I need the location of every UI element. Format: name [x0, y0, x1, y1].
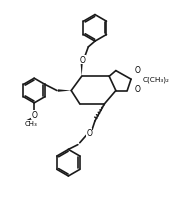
Text: O: O	[31, 110, 37, 119]
Text: O: O	[80, 55, 85, 64]
Polygon shape	[58, 90, 71, 92]
Text: C(CH₃)₂: C(CH₃)₂	[142, 77, 169, 83]
Polygon shape	[80, 63, 83, 77]
Text: O: O	[135, 85, 141, 94]
Text: O: O	[86, 128, 92, 137]
Text: CH₃: CH₃	[25, 120, 38, 126]
Text: O: O	[135, 66, 141, 75]
